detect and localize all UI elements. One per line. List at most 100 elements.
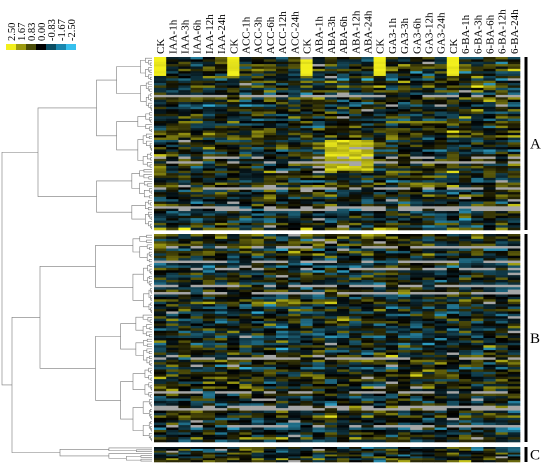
heatmap-cell xyxy=(178,161,191,164)
heatmap-cell xyxy=(276,350,289,353)
heatmap-cell xyxy=(349,265,362,269)
heatmap-cell xyxy=(373,144,387,148)
heatmap-cell xyxy=(166,113,179,117)
heatmap-cell xyxy=(337,338,350,341)
heatmap-cell xyxy=(324,203,338,207)
heatmap-cell xyxy=(190,128,204,131)
heatmap-cell xyxy=(385,417,399,421)
heatmap-cell xyxy=(471,166,484,169)
heatmap-cell xyxy=(471,211,484,214)
heatmap-cell xyxy=(373,391,387,394)
heatmap-cell xyxy=(227,97,240,100)
heatmap-cell xyxy=(422,289,435,293)
heatmap-cell xyxy=(398,215,411,219)
heatmap-cell xyxy=(349,383,362,387)
heatmap-cell xyxy=(227,289,240,293)
heatmap-cell xyxy=(483,128,496,131)
heatmap-cell xyxy=(178,260,191,264)
heatmap-cell xyxy=(227,227,240,231)
heatmap-cell xyxy=(215,417,228,421)
heatmap-cell xyxy=(251,156,265,160)
heatmap-cell xyxy=(300,313,313,317)
heatmap-cell xyxy=(422,218,435,221)
heatmap-cell xyxy=(300,173,313,176)
heatmap-cell xyxy=(385,408,399,411)
heatmap-cell xyxy=(385,311,399,315)
heatmap-cell xyxy=(483,118,496,122)
heatmap-cell xyxy=(373,318,387,322)
heatmap-cell xyxy=(507,128,521,131)
heatmap-cell xyxy=(422,328,435,332)
heatmap-cell xyxy=(178,234,191,237)
heatmap-cell xyxy=(324,354,338,358)
heatmap-cell xyxy=(410,182,423,186)
heatmap-cell xyxy=(227,104,240,108)
heatmap-cell xyxy=(239,116,252,119)
heatmap-cell xyxy=(190,208,204,212)
heatmap-cell xyxy=(422,83,435,86)
heatmap-cell xyxy=(288,92,301,96)
heatmap-cell xyxy=(166,173,179,176)
heatmap-cell xyxy=(166,316,179,319)
heatmap-cell xyxy=(288,170,301,174)
dendrogram-branch xyxy=(148,375,152,380)
heatmap-cell xyxy=(263,255,277,259)
heatmap-cell xyxy=(215,246,228,249)
heatmap-cell xyxy=(276,243,289,247)
heatmap-cell xyxy=(154,369,167,373)
heatmap-cell xyxy=(263,66,277,70)
heatmap-cell xyxy=(459,289,472,293)
heatmap-cell xyxy=(398,422,411,426)
heatmap-cell xyxy=(166,270,179,273)
heatmap-cell xyxy=(471,347,484,351)
heatmap-cell xyxy=(215,321,228,324)
heatmap-cell xyxy=(446,97,460,100)
heatmap-cell xyxy=(215,85,228,89)
heatmap-cell xyxy=(373,398,387,402)
heatmap-cell xyxy=(349,296,362,300)
heatmap-cell xyxy=(227,267,240,271)
heatmap-cell xyxy=(398,218,411,221)
dendrogram-branch xyxy=(116,121,138,151)
heatmap-cell xyxy=(202,104,216,108)
heatmap-cell xyxy=(202,246,216,249)
heatmap-cell xyxy=(300,294,313,298)
heatmap-cell xyxy=(361,83,374,86)
heatmap-cell xyxy=(495,118,509,122)
heatmap-cell xyxy=(300,196,313,200)
heatmap-cell xyxy=(507,272,521,276)
heatmap-cell xyxy=(288,388,301,392)
heatmap-cell xyxy=(166,437,179,440)
heatmap-cell xyxy=(337,301,350,305)
heatmap-cell xyxy=(373,83,387,86)
heatmap-cell xyxy=(471,163,484,167)
heatmap-cell xyxy=(337,308,350,312)
heatmap-cell xyxy=(324,338,338,341)
heatmap-cell xyxy=(337,113,350,117)
heatmap-cell xyxy=(300,287,313,290)
heatmap-cell xyxy=(385,168,399,172)
heatmap-cell xyxy=(263,97,277,100)
heatmap-cell xyxy=(276,92,289,96)
heatmap-cell xyxy=(349,71,362,74)
heatmap-cell xyxy=(385,208,399,212)
heatmap-cell xyxy=(373,425,387,428)
heatmap-cell xyxy=(422,415,435,419)
heatmap-cell xyxy=(373,403,387,407)
heatmap-cell xyxy=(178,272,191,276)
heatmap-cell xyxy=(251,227,265,231)
heatmap-cell xyxy=(459,335,472,339)
heatmap-cell xyxy=(154,158,167,162)
heatmap-cell xyxy=(373,350,387,353)
heatmap-cell xyxy=(349,196,362,200)
heatmap-cell xyxy=(410,177,423,181)
heatmap-cell xyxy=(446,222,460,226)
heatmap-cell xyxy=(349,342,362,346)
heatmap-cell xyxy=(434,352,448,356)
heatmap-cell xyxy=(312,279,326,283)
heatmap-cell xyxy=(154,250,167,254)
heatmap-cell xyxy=(202,132,216,136)
heatmap-cell xyxy=(312,415,326,419)
heatmap-cell xyxy=(288,59,301,63)
heatmap-cell xyxy=(385,432,399,436)
